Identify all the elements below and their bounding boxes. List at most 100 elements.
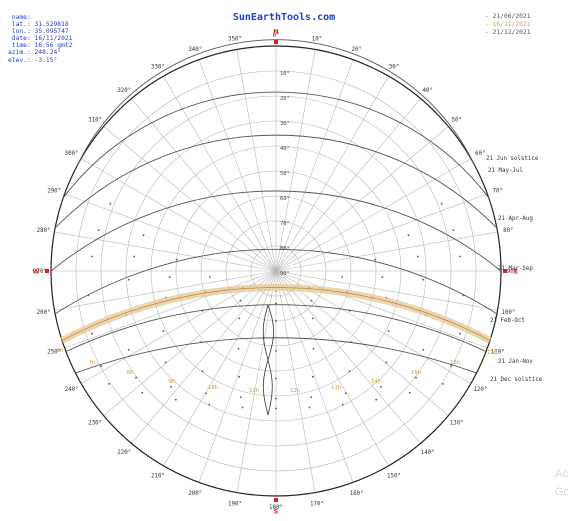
azimuth-gridline: [275, 270, 421, 444]
legend-entry: - 21/12/2021: [485, 29, 531, 36]
hour-marker: [201, 370, 204, 373]
hour-marker: [408, 391, 411, 394]
hour-marker: [275, 320, 277, 322]
hour-marker: [109, 202, 112, 205]
sun-path-curve: [54, 248, 498, 315]
azimuth-gridline: [54, 231, 277, 272]
hour-marker: [127, 278, 130, 281]
info-row: time: 16:56 gmt2: [8, 42, 73, 50]
watermark-text-2: Go: [555, 486, 568, 498]
azimuth-tick-label: 90°: [507, 269, 517, 275]
azimuth-tick-label: 200°: [188, 491, 202, 497]
azimuth-gridline: [103, 270, 277, 416]
elevation-gridline: [250, 245, 302, 297]
legend-entry: - 21/06/2021: [485, 13, 531, 20]
azimuth-gridline: [275, 193, 488, 272]
hour-marker: [407, 234, 410, 237]
azimuth-tick-label: 140°: [421, 450, 435, 456]
azimuth-tick-label: 100°: [501, 310, 515, 316]
hour-marker: [141, 391, 144, 394]
hour-marker: [385, 361, 388, 364]
azimuth-gridline: [275, 126, 449, 272]
azimuth-tick-label: 110°: [491, 350, 505, 356]
azimuth-tick-label: 190°: [228, 501, 242, 507]
hour-marker: [422, 278, 425, 281]
hour-marker: [97, 229, 100, 232]
elevation-tick-label: 50°: [280, 171, 290, 177]
hour-marker: [381, 276, 384, 278]
hour-marker: [416, 255, 419, 258]
hour-marker: [168, 276, 171, 278]
chart-labels: 10° 20° 30° 40° 50° 60° 70° 80° 90° 350° 0° 10° 20° 3…: [32, 28, 542, 516]
hour-marker: [175, 258, 178, 261]
azimuth-tick-label: 260°: [37, 310, 51, 316]
hour-marker: [415, 376, 417, 379]
sun-path-curve: [62, 91, 490, 198]
azimuth-tick-label: 340°: [188, 47, 202, 53]
azimuth-tick-label: 10°: [312, 37, 322, 43]
azimuth-gridline: [236, 49, 277, 272]
elevation-gridline: [175, 170, 377, 372]
current-day-path: [61, 287, 491, 341]
azimuth-tick-label: 250°: [47, 350, 61, 356]
azimuth-gridline: [131, 270, 277, 444]
hour-marker: [174, 398, 177, 401]
sun-path-label: 21 Apr-Aug: [498, 216, 533, 222]
azimuth-gridline: [275, 158, 472, 272]
azimuth-tick-label: 330°: [151, 65, 165, 71]
azimuth-gridline: [80, 158, 277, 272]
sun-path-curve: [75, 337, 477, 374]
elevation-tick-label: 20°: [280, 96, 290, 102]
sun-path-curve: [54, 134, 498, 229]
hour-label: 17h: [487, 350, 497, 356]
info-row: lon.: 35.095747: [8, 28, 69, 36]
azimuth-tick-label: 130°: [450, 421, 464, 427]
azimuth-tick-label: 170°: [310, 501, 324, 507]
elevation-tick-label: 80°: [280, 246, 290, 252]
azimuth-tick-label: 270°: [33, 269, 47, 275]
elevation-tick-label: 90°: [280, 271, 290, 277]
hour-marker: [422, 348, 425, 351]
elevation-tick-label: 40°: [280, 146, 290, 152]
azimuth-tick-label: 150°: [387, 473, 401, 479]
hour-marker: [348, 370, 351, 373]
hour-marker: [275, 302, 277, 305]
sun-path-label: 21 Dec solstice: [490, 377, 543, 383]
azimuth-tick-label: 320°: [117, 88, 131, 94]
hour-marker: [310, 396, 312, 399]
hour-marker: [240, 396, 242, 399]
elevation-gridline: [75, 70, 477, 472]
sun-path-curves: [50, 39, 502, 416]
info-row: name:: [8, 14, 35, 21]
azimuth-gridline: [198, 270, 277, 483]
hour-marker: [162, 330, 165, 332]
azimuth-tick-label: 300°: [65, 151, 79, 157]
elevation-tick-label: 60°: [280, 196, 290, 202]
azimuth-gridline: [275, 49, 316, 272]
cardinal-label: W: [32, 268, 39, 276]
hour-marker: [308, 406, 311, 409]
hour-marker: [312, 347, 315, 350]
date-legend: - 21/06/2021- 16/11/2021- 21/12/2021: [485, 13, 531, 37]
hour-marker: [380, 385, 382, 388]
azimuth-gridline: [54, 270, 277, 311]
hour-marker: [275, 350, 277, 352]
hour-marker: [108, 383, 110, 385]
sun-path-label: 21 Mar-Sep: [498, 266, 533, 272]
hour-marker: [311, 375, 314, 378]
site-title[interactable]: SunEarthTools.com: [232, 12, 336, 23]
azimuth-tick-label: 180°: [269, 505, 283, 511]
chart-grid: [50, 45, 502, 497]
azimuth-gridline: [275, 270, 488, 349]
hour-marker: [345, 392, 347, 395]
azimuth-tick-label: 70°: [493, 188, 503, 194]
hour-marker: [239, 299, 242, 302]
hour-marker: [452, 229, 455, 232]
hour-label: 13h: [331, 385, 341, 391]
hour-marker: [387, 330, 390, 332]
azimuth-gridline: [103, 126, 277, 272]
hour-marker: [133, 255, 136, 258]
hour-marker: [100, 365, 102, 367]
elevation-tick-label: 30°: [280, 121, 290, 127]
info-row: elev.: -3.15°: [8, 56, 58, 64]
